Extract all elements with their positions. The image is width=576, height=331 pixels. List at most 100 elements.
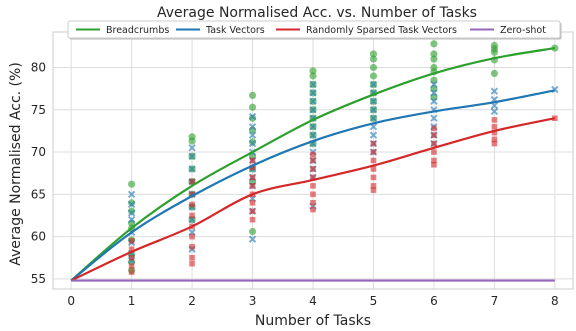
- randomly-sparsed-task-vectors-point: [189, 254, 195, 261]
- breadcrumbs-point: [188, 137, 196, 145]
- legend: Breadcrumbs Task Vectors Randomly Sparsed …: [67, 20, 562, 40]
- randomly-sparsed-task-vectors-point: [431, 125, 437, 132]
- randomly-sparsed-task-vectors-point: [189, 191, 195, 198]
- randomly-sparsed-task-vectors-point: [491, 140, 498, 147]
- x-tick-label: 0: [67, 294, 75, 308]
- task-vectors-point: [369, 114, 378, 122]
- randomly-sparsed-task-vectors-point: [189, 243, 195, 250]
- task-vectors-point: [248, 139, 257, 148]
- randomly-sparsed-task-vectors-point: [189, 201, 195, 208]
- task-vectors-point: [127, 215, 136, 224]
- task-vectors-point: [188, 165, 196, 173]
- task-vectors-point: [369, 131, 378, 139]
- randomly-sparsed-task-vectors-point: [189, 260, 195, 267]
- randomly-sparsed-task-vectors-point: [128, 246, 135, 253]
- breadcrumbs-point: [248, 227, 257, 236]
- task-vectors-point: [127, 200, 136, 209]
- y-tick-label: 60: [31, 230, 46, 244]
- breadcrumbs-line: [70, 46, 556, 282]
- y-tick-label: 75: [31, 103, 46, 117]
- plot-area: 0 1 2 3 4 5 6 7 8 55 60 65 70 75 80: [31, 31, 574, 308]
- randomly-sparsed-task-vectors-point: [310, 199, 316, 206]
- breadcrumbs-point: [369, 50, 378, 58]
- randomly-sparsed-task-vectors-point: [370, 166, 377, 172]
- y-tick-label: 65: [31, 187, 46, 201]
- randomly-sparsed-task-vectors-point: [189, 178, 195, 185]
- y-tick-label: 55: [31, 272, 46, 286]
- breadcrumbs-point: [369, 72, 378, 80]
- x-axis-label: Number of Tasks: [255, 313, 371, 329]
- legend-label: Zero-shot: [500, 25, 546, 36]
- task-vectors-point: [248, 235, 257, 243]
- randomly-sparsed-task-vectors-point: [249, 216, 256, 223]
- x-tick-label: 8: [551, 294, 559, 308]
- randomly-sparsed-task-vectors-point: [189, 233, 195, 240]
- task-vectors-point: [309, 122, 317, 131]
- randomly-sparsed-task-vectors-point: [552, 115, 558, 122]
- breadcrumbs-point: [309, 72, 317, 80]
- task-vectors-point: [430, 97, 438, 106]
- randomly-sparsed-task-vectors-point: [370, 174, 377, 181]
- task-vectors-point: [430, 89, 438, 97]
- breadcrumbs-point: [128, 207, 136, 215]
- randomly-sparsed-task-vectors-point: [128, 263, 135, 269]
- task-vectors-point: [369, 80, 378, 89]
- randomly-sparsed-task-vectors-point: [310, 174, 316, 181]
- randomly-sparsed-task-vectors-point: [249, 174, 256, 181]
- task-vectors-line: [70, 89, 556, 282]
- task-vectors-point: [430, 114, 438, 122]
- task-vectors-point: [309, 80, 317, 89]
- randomly-sparsed-task-vectors-point: [128, 269, 135, 275]
- task-vectors-point: [248, 112, 257, 121]
- legend-box: [67, 20, 561, 39]
- randomly-sparsed-task-vectors-point: [370, 183, 377, 189]
- randomly-sparsed-task-vectors-point: [431, 149, 437, 155]
- randomly-sparsed-task-vectors-point: [491, 129, 498, 136]
- randomly-sparsed-task-vectors-point: [128, 238, 135, 244]
- legend-label: Randomly Sparsed Task Vectors: [306, 25, 457, 36]
- task-vectors-point: [309, 97, 317, 106]
- randomly-sparsed-task-vectors-point: [370, 187, 377, 193]
- breadcrumbs-point: [128, 180, 136, 188]
- breadcrumbs-point: [430, 50, 438, 58]
- randomly-sparsed-task-vectors-point: [310, 157, 316, 164]
- task-vectors-point: [490, 107, 499, 116]
- breadcrumbs-point: [248, 138, 257, 146]
- task-vectors-point: [127, 209, 136, 217]
- task-vectors-point: [309, 89, 317, 97]
- randomly-sparsed-task-vectors-point: [431, 157, 437, 164]
- y-axis-label: Average Normalised Acc. (%): [8, 62, 24, 266]
- randomly-sparsed-task-vectors-point: [491, 123, 498, 130]
- randomly-sparsed-task-vectors-point: [431, 132, 437, 138]
- y-tick-label: 80: [31, 61, 46, 75]
- randomly-sparsed-task-vectors-point: [370, 149, 377, 155]
- randomly-sparsed-task-vectors-point: [310, 166, 316, 172]
- x-tick-label: 1: [128, 294, 136, 308]
- breadcrumbs-point: [490, 69, 498, 78]
- breadcrumbs-point: [248, 114, 257, 122]
- task-vectors-point: [369, 97, 378, 106]
- breadcrumbs-point: [248, 91, 257, 100]
- randomly-sparsed-task-vectors-point: [431, 140, 437, 147]
- task-vectors-point: [490, 87, 499, 95]
- randomly-sparsed-task-vectors-point: [249, 157, 256, 164]
- x-tick-label: 7: [491, 294, 499, 308]
- x-tick-label: 3: [249, 294, 257, 308]
- randomly-sparsed-task-vectors-point: [310, 206, 316, 213]
- chart-title: Average Normalised Acc. vs. Number of Ta…: [157, 5, 477, 21]
- task-vectors-point: [188, 144, 196, 152]
- task-vectors-point: [369, 106, 378, 114]
- randomly-sparsed-task-vectors-point: [310, 191, 316, 198]
- y-tick-label: 70: [31, 145, 46, 159]
- randomly-sparsed-task-vectors-point: [249, 208, 256, 215]
- randomly-sparsed-task-vectors-point: [189, 212, 195, 219]
- breadcrumbs-point: [430, 55, 438, 63]
- legend-label: Breadcrumbs: [106, 25, 169, 36]
- task-vectors-point: [309, 131, 317, 139]
- legend-label: Task Vectors: [205, 25, 265, 36]
- task-vectors-point: [188, 152, 196, 160]
- x-tick-label: 5: [370, 294, 378, 308]
- task-vectors-point: [430, 80, 438, 89]
- randomly-sparsed-task-vectors-point: [249, 199, 256, 206]
